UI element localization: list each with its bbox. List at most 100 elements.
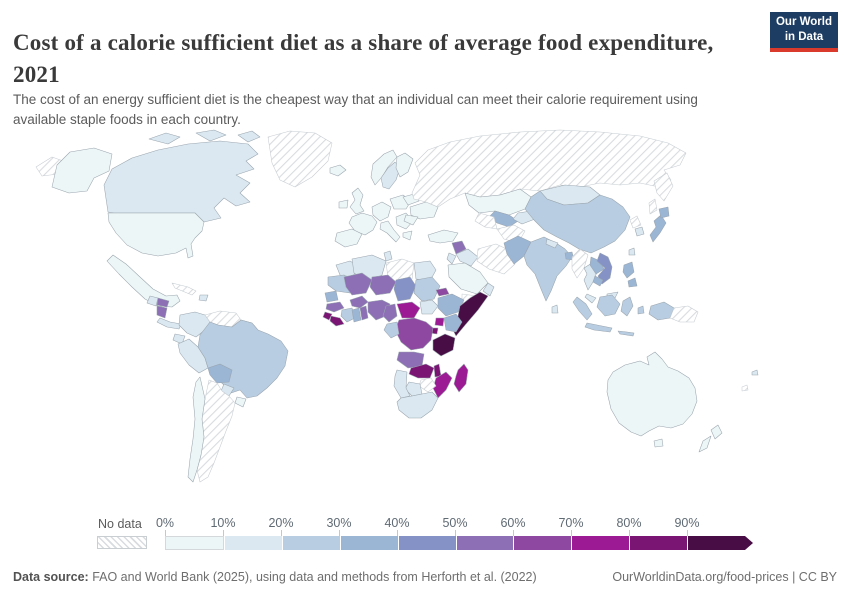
country-spain[interactable] xyxy=(334,228,363,248)
country-canada-islands[interactable] xyxy=(237,130,261,143)
country-canada-islands[interactable] xyxy=(195,129,227,142)
country-france[interactable] xyxy=(348,212,378,236)
country-australia[interactable] xyxy=(606,351,698,437)
country-south-africa[interactable] xyxy=(396,391,439,419)
country-liberia[interactable] xyxy=(329,315,345,327)
legend-band-80-90%[interactable] xyxy=(629,536,688,550)
country-norway[interactable] xyxy=(370,149,398,186)
country-indonesia-moluccas[interactable] xyxy=(637,305,645,315)
country-mexico[interactable] xyxy=(106,254,181,308)
no-data-swatch[interactable] xyxy=(97,536,147,549)
country-chile[interactable] xyxy=(187,376,206,483)
legend-band-30-40%[interactable] xyxy=(339,536,398,550)
country-indonesia-java[interactable] xyxy=(584,322,613,333)
country-guatemala[interactable] xyxy=(146,295,159,307)
country-cambodia[interactable] xyxy=(592,275,604,287)
country-jordan[interactable] xyxy=(446,252,457,265)
country-greece[interactable] xyxy=(402,230,413,241)
country-eritrea[interactable] xyxy=(435,287,450,297)
country-papua-new-guinea[interactable] xyxy=(669,305,699,323)
country-philippines-south[interactable] xyxy=(627,277,638,288)
country-uruguay[interactable] xyxy=(234,396,247,408)
country-oman[interactable] xyxy=(482,282,495,297)
country-bolivia[interactable] xyxy=(207,363,233,384)
country-iceland[interactable] xyxy=(329,164,347,177)
country-new-caledonia[interactable] xyxy=(741,384,749,392)
country-burkina-faso[interactable] xyxy=(349,295,369,309)
country-finland[interactable] xyxy=(395,152,414,178)
country-malawi[interactable] xyxy=(433,363,442,378)
country-nicaragua[interactable] xyxy=(156,305,168,319)
country-guinea[interactable] xyxy=(325,301,345,313)
country-russia-sakhalin[interactable] xyxy=(648,198,658,215)
country-iraq[interactable] xyxy=(455,248,479,267)
legend-band-60-70%[interactable] xyxy=(513,536,572,550)
legend-band-10-20%[interactable] xyxy=(223,536,282,550)
country-sierra-leone[interactable] xyxy=(322,311,333,321)
country-madagascar[interactable] xyxy=(453,363,469,393)
owid-url-link[interactable]: OurWorldinData.org/food-prices xyxy=(612,570,789,584)
country-russia-kamchatka[interactable] xyxy=(653,172,674,202)
country-mali[interactable] xyxy=(343,272,373,296)
country-japan[interactable] xyxy=(649,214,667,243)
country-drc[interactable] xyxy=(394,317,434,351)
legend-band-40-50%[interactable] xyxy=(397,536,456,550)
country-canada[interactable] xyxy=(103,140,259,223)
country-sudan[interactable] xyxy=(413,276,441,302)
country-gabon-congo[interactable] xyxy=(383,321,400,339)
country-ethiopia[interactable] xyxy=(437,293,465,317)
country-tunisia[interactable] xyxy=(383,250,393,262)
country-hispaniola[interactable] xyxy=(198,294,209,302)
country-canada-islands[interactable] xyxy=(148,132,181,145)
country-germany[interactable] xyxy=(371,201,392,222)
legend-band-20-30%[interactable] xyxy=(281,536,340,550)
country-senegal[interactable] xyxy=(324,290,339,303)
country-indonesia-sumatra[interactable] xyxy=(572,296,593,321)
country-italy[interactable] xyxy=(379,220,401,243)
country-zimbabwe[interactable] xyxy=(418,377,437,393)
country-north-korea[interactable] xyxy=(629,215,642,229)
country-philippines[interactable] xyxy=(622,261,635,279)
country-iran[interactable] xyxy=(476,243,516,275)
country-ireland[interactable] xyxy=(338,199,349,209)
legend-band-90%+[interactable] xyxy=(687,536,746,550)
country-fiji[interactable] xyxy=(751,369,759,376)
country-taiwan[interactable] xyxy=(628,247,636,256)
country-romania[interactable] xyxy=(403,214,419,226)
owid-logo[interactable]: Our World in Data xyxy=(770,12,838,52)
country-china[interactable] xyxy=(524,190,631,254)
country-japan-hokkaido[interactable] xyxy=(658,206,670,219)
country-cote-divoire[interactable] xyxy=(340,307,356,323)
country-egypt[interactable] xyxy=(413,260,437,282)
country-tanzania[interactable] xyxy=(432,333,456,357)
country-sri-lanka[interactable] xyxy=(551,304,559,314)
country-nepal[interactable] xyxy=(545,238,559,249)
country-turkmenistan[interactable] xyxy=(474,212,498,230)
country-honduras[interactable] xyxy=(156,297,170,308)
country-central-african-republic[interactable] xyxy=(396,301,421,319)
country-chad[interactable] xyxy=(393,276,417,302)
country-indonesia-lesser-sunda[interactable] xyxy=(617,330,635,337)
country-niger[interactable] xyxy=(369,274,397,296)
country-south-sudan[interactable] xyxy=(419,299,439,315)
legend-band-70-80%[interactable] xyxy=(571,536,630,550)
legend-band-50-60%[interactable] xyxy=(455,536,514,550)
country-togo-benin[interactable] xyxy=(359,305,369,321)
country-malaysia[interactable] xyxy=(584,293,597,304)
country-indonesia-sulawesi[interactable] xyxy=(620,296,634,317)
country-uganda[interactable] xyxy=(434,317,445,327)
country-ghana[interactable] xyxy=(351,307,362,323)
country-new-zealand-south[interactable] xyxy=(698,435,712,453)
country-sweden[interactable] xyxy=(380,161,401,190)
country-south-korea[interactable] xyxy=(634,226,645,237)
license-badge[interactable]: CC BY xyxy=(798,570,837,584)
country-united-states[interactable] xyxy=(107,212,205,259)
country-indonesia-borneo[interactable] xyxy=(596,294,621,317)
country-cuba[interactable] xyxy=(171,282,197,296)
country-tasmania[interactable] xyxy=(653,438,664,448)
country-turkey[interactable] xyxy=(427,229,459,244)
country-saudi-arabia[interactable] xyxy=(447,262,489,295)
legend-band-0-10%[interactable] xyxy=(165,536,224,550)
country-syria[interactable] xyxy=(451,240,467,255)
country-new-zealand-north[interactable] xyxy=(710,424,723,440)
